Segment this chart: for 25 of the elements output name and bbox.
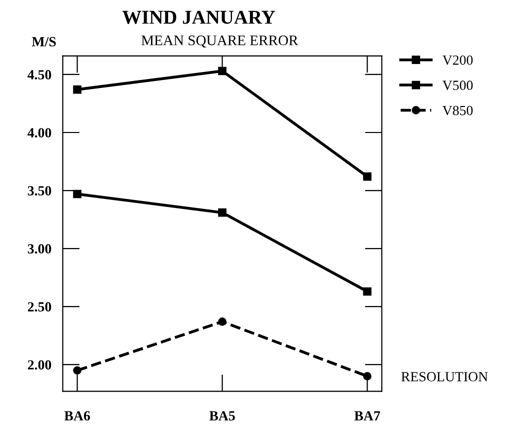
y-tick-label: 2.50: [28, 302, 52, 312]
point: [218, 66, 226, 76]
point: [73, 85, 82, 94]
point: [73, 366, 82, 375]
point: [363, 172, 372, 181]
x-tick-label: BA7: [354, 411, 380, 420]
y-tick-label: 2.00: [28, 360, 52, 370]
point: [218, 208, 226, 217]
y-tick-label: 4.00: [28, 128, 52, 138]
point: [363, 287, 372, 296]
y-tick-label: 3.00: [28, 244, 52, 254]
x-tick-label: BA6: [64, 411, 90, 421]
x-tick-label: BA5: [209, 411, 235, 421]
y-axis-title: M/S: [32, 37, 56, 46]
legend-label: V850: [442, 106, 473, 116]
point: [73, 190, 82, 198]
x-axis-title: RESOLUTION: [401, 372, 488, 382]
legend-label: V200: [442, 55, 473, 65]
y-tick-label: 3.50: [28, 186, 52, 196]
point: [218, 318, 226, 326]
point: [363, 372, 372, 380]
chart-subtitle: MEAN SQUARE ERROR: [141, 35, 298, 48]
chart-title: WIND JANUARY: [122, 10, 275, 24]
y-tick-label: 4.50: [28, 70, 52, 80]
legend-label: V500: [442, 80, 473, 90]
